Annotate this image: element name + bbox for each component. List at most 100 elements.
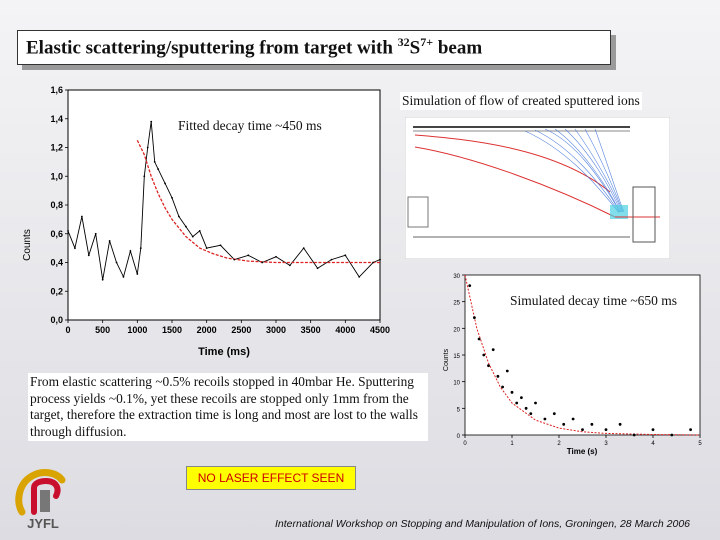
- data-point: [150, 120, 153, 123]
- data-point: [198, 229, 201, 232]
- data-point: [330, 258, 333, 261]
- data-point: [505, 369, 509, 373]
- data-point: [67, 229, 69, 232]
- y-tick-label: 20: [453, 327, 460, 333]
- y-tick-label: 0,0: [50, 315, 63, 325]
- x-tick-label: 3500: [301, 325, 321, 335]
- data-point: [468, 284, 472, 288]
- data-point: [571, 417, 575, 421]
- x-tick-label: 2: [557, 441, 561, 447]
- data-point: [205, 247, 208, 250]
- y-tick-label: 5: [457, 407, 461, 413]
- data-point: [670, 433, 674, 437]
- data-point: [316, 267, 319, 270]
- logo-text: JYFL: [27, 516, 59, 531]
- data-point: [129, 250, 132, 252]
- data-point: [261, 261, 264, 264]
- x-tick-label: 3000: [266, 325, 286, 335]
- y-tick-label: 10: [453, 381, 460, 387]
- data-point: [153, 160, 156, 163]
- data-point: [136, 273, 139, 275]
- fitted-decay-label: Fitted decay time ~450 ms: [176, 117, 324, 135]
- data-point: [275, 255, 277, 258]
- x-tick-label: 5: [698, 441, 702, 447]
- data-point: [487, 364, 490, 368]
- x-tick-label: 1: [510, 441, 514, 447]
- exponential-fit-line: [136, 140, 380, 264]
- x-tick-label: 2500: [231, 325, 251, 335]
- data-point: [604, 428, 608, 432]
- data-point: [139, 247, 142, 250]
- data-point: [157, 168, 160, 170]
- data-point: [473, 316, 476, 320]
- x-tick-label: 1000: [127, 325, 147, 335]
- data-point: [632, 433, 636, 437]
- y-tick-label: 1,0: [50, 171, 63, 181]
- x-tick-label: 500: [95, 325, 110, 335]
- data-point: [302, 247, 305, 250]
- data-point: [191, 235, 194, 238]
- x-axis-label: Time (s): [567, 447, 598, 456]
- data-point: [372, 261, 374, 264]
- data-point: [501, 385, 504, 389]
- data-point: [184, 225, 187, 228]
- y-tick-label: 30: [453, 274, 460, 280]
- data-point: [590, 422, 594, 426]
- y-tick-label: 0,8: [50, 200, 63, 210]
- footer-citation: International Workshop on Stopping and M…: [275, 518, 691, 530]
- data-point: [543, 417, 547, 421]
- data-point: [515, 401, 519, 405]
- data-point: [552, 412, 556, 416]
- data-point: [529, 412, 533, 416]
- title-prefix: Elastic scattering/sputtering from targe…: [26, 37, 398, 59]
- x-tick-label: 0: [463, 441, 467, 447]
- data-point: [618, 422, 622, 426]
- y-axis-label: Counts: [22, 229, 33, 261]
- data-point: [477, 337, 481, 341]
- title-charge: 7+: [420, 35, 434, 49]
- data-point: [164, 182, 166, 185]
- x-tick-label: 2000: [197, 325, 217, 335]
- x-tick-label: 0: [65, 325, 70, 335]
- data-point: [496, 374, 500, 378]
- data-point: [178, 215, 180, 218]
- jyfl-logo: JYFL: [15, 469, 66, 531]
- data-point: [510, 390, 514, 394]
- data-point: [101, 278, 104, 281]
- data-point: [689, 428, 692, 432]
- data-point: [74, 247, 76, 250]
- simulation-flow-label: Simulation of flow of created sputtered …: [400, 92, 642, 110]
- data-point: [115, 261, 118, 264]
- data-point: [171, 196, 173, 199]
- x-tick-label: 1500: [162, 325, 182, 335]
- data-point: [247, 254, 250, 257]
- data-point: [344, 254, 347, 257]
- y-tick-label: 1,2: [50, 143, 63, 153]
- y-tick-label: 0,2: [50, 286, 63, 296]
- data-point: [482, 353, 486, 357]
- x-tick-label: 3: [604, 441, 608, 447]
- y-tick-label: 1,4: [50, 114, 63, 124]
- data-point: [651, 428, 655, 432]
- data-point: [491, 348, 495, 352]
- slide-title: Elastic scattering/sputtering from targe…: [17, 30, 611, 65]
- data-point: [233, 258, 236, 261]
- title-suffix: beam: [433, 37, 483, 59]
- explanation-text: From elastic scattering ~0.5% recoils st…: [28, 373, 428, 441]
- data-point: [379, 258, 381, 261]
- data-point: [562, 422, 566, 426]
- data-point: [520, 396, 523, 400]
- y-tick-label: 25: [453, 301, 460, 307]
- x-tick-label: 4500: [370, 325, 390, 335]
- data-point: [122, 275, 125, 278]
- y-tick-label: 0,6: [50, 229, 63, 239]
- x-tick-label: 4: [651, 441, 655, 447]
- data-point: [87, 254, 90, 257]
- data-point: [524, 406, 528, 410]
- simulated-decay-label: Simulated decay time ~650 ms: [508, 292, 680, 310]
- data-point: [358, 275, 361, 278]
- x-axis-label: Time (ms): [198, 346, 250, 358]
- data-point: [80, 215, 83, 218]
- x-tick-label: 4000: [335, 325, 355, 335]
- title-isotope-mass: 32: [397, 35, 410, 49]
